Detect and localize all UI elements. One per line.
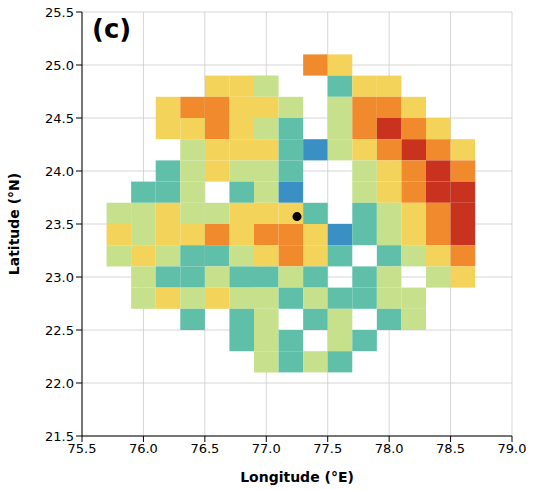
svg-text:21.5: 21.5	[45, 429, 74, 444]
svg-text:76.0: 76.0	[129, 441, 158, 456]
svg-text:78.0: 78.0	[375, 441, 404, 456]
svg-text:79.0: 79.0	[498, 441, 527, 456]
svg-text:24.0: 24.0	[45, 164, 74, 179]
svg-text:22.5: 22.5	[45, 323, 74, 338]
svg-text:75.5: 75.5	[67, 441, 97, 457]
svg-text:77.0: 77.0	[252, 441, 281, 456]
svg-text:76.5: 76.5	[190, 441, 219, 456]
svg-text:22.0: 22.0	[45, 376, 74, 391]
svg-text:25.0: 25.0	[45, 58, 74, 73]
svg-text:Longitude (°E): Longitude (°E)	[240, 469, 354, 485]
svg-text:23.5: 23.5	[45, 217, 74, 232]
svg-text:23.0: 23.0	[45, 270, 74, 285]
svg-text:77.5: 77.5	[313, 441, 342, 456]
svg-text:24.5: 24.5	[45, 111, 74, 126]
html-text:(c): (c)	[92, 14, 132, 44]
svg-text:Latitude (°N): Latitude (°N)	[6, 173, 22, 275]
svg-text:78.5: 78.5	[436, 441, 465, 456]
svg-text:25.5: 25.5	[45, 5, 74, 20]
